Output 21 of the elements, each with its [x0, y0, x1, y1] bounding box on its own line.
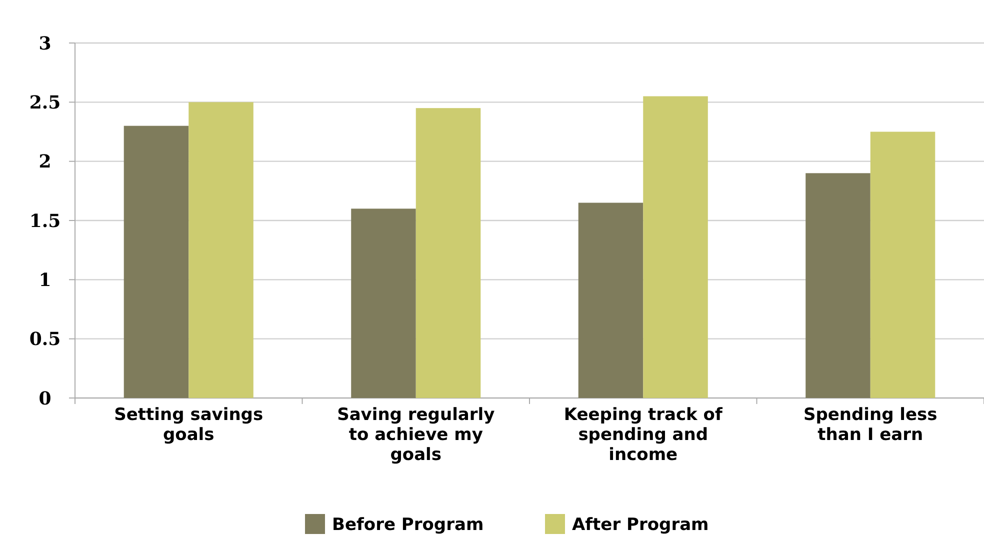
x-tick-label: Saving regularly to achieve my goals — [337, 405, 495, 465]
x-tick-label: Keeping track of spending and income — [564, 405, 723, 465]
bar — [806, 173, 870, 398]
bar — [578, 202, 644, 398]
bar — [416, 108, 481, 398]
bar — [188, 102, 254, 398]
y-tick-label: 2 — [38, 152, 52, 173]
legend-label: After Program — [572, 515, 709, 535]
legend-label: Before Program — [332, 515, 484, 535]
y-tick-label: 2.5 — [29, 92, 61, 114]
bar — [124, 126, 189, 398]
x-tick-label: Setting savings goals — [114, 405, 264, 445]
bar — [643, 96, 708, 398]
y-tick-label: 3 — [38, 33, 52, 54]
x-tick-label: Spending less than I earn — [803, 405, 938, 445]
y-tick-label: 0.5 — [29, 329, 61, 350]
y-tick-label: 1 — [38, 270, 52, 291]
bar — [870, 132, 936, 398]
bar — [351, 208, 416, 398]
y-tick-label: 1.5 — [29, 210, 61, 232]
y-tick-label: 0 — [38, 388, 52, 410]
